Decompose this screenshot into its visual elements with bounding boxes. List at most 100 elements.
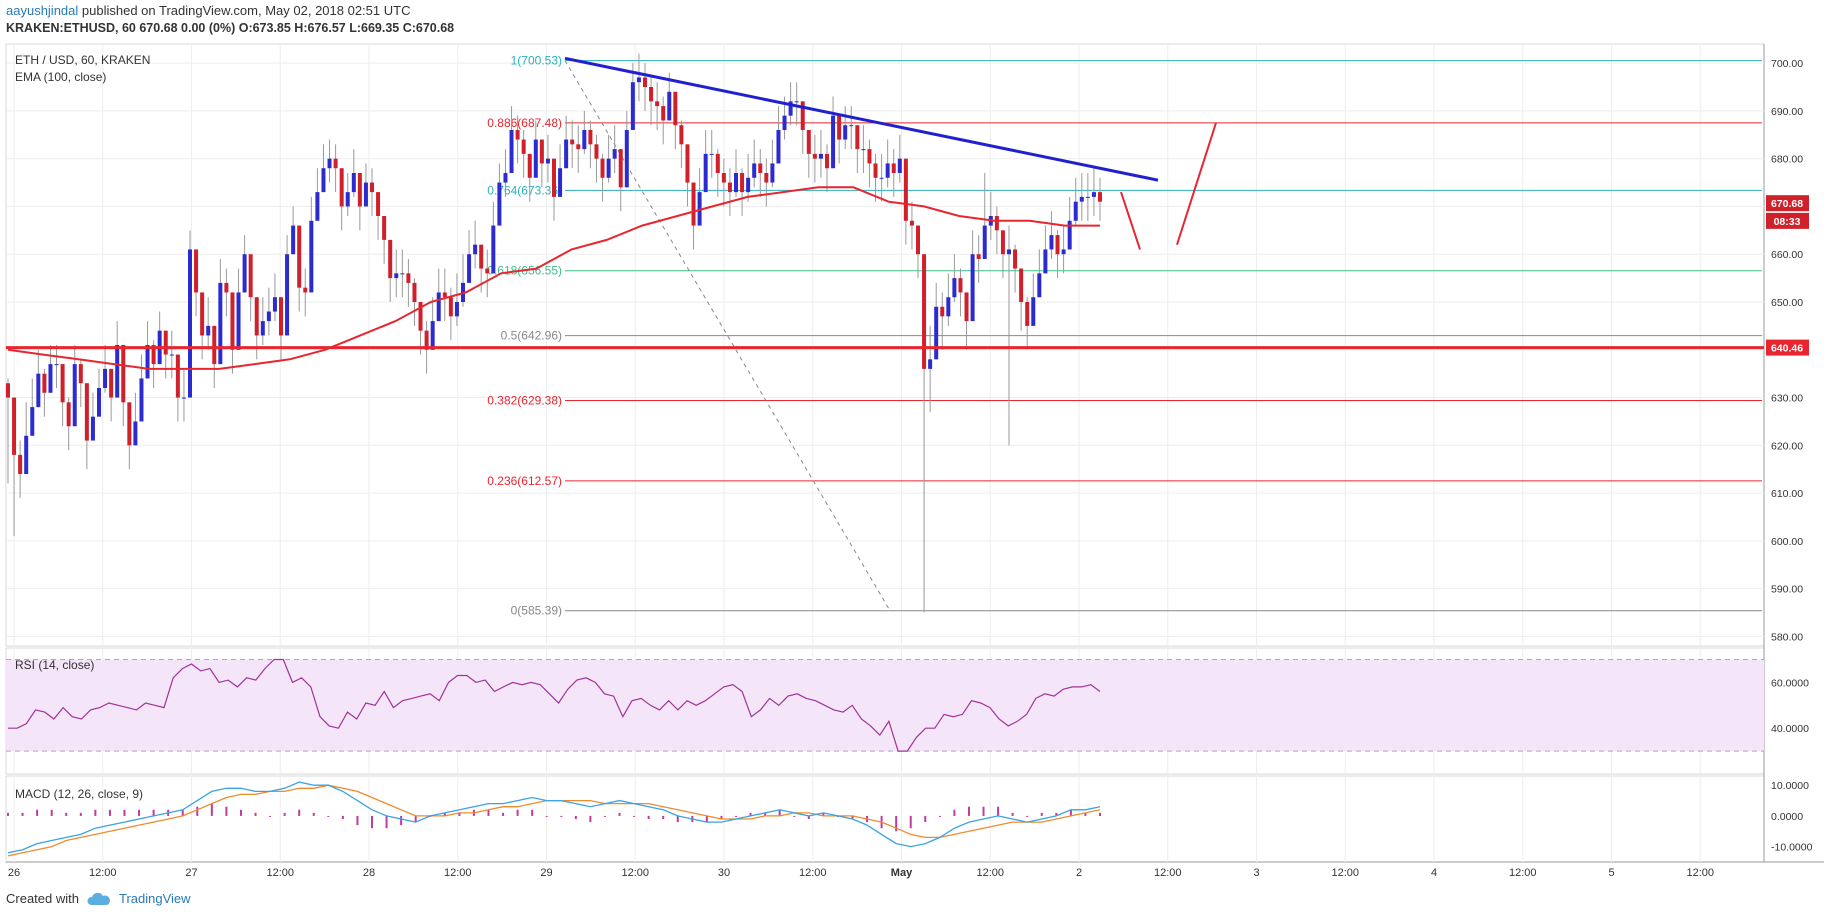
candle-body bbox=[272, 297, 277, 312]
macd-hist-bar bbox=[341, 815, 344, 819]
candle-body bbox=[903, 158, 908, 221]
support-price-tag: 640.46 bbox=[1771, 343, 1803, 355]
candle-body bbox=[388, 239, 393, 279]
macd-hist-bar bbox=[705, 815, 708, 823]
candle-body bbox=[667, 91, 672, 121]
candle-body bbox=[42, 373, 47, 393]
x-tick-label: 28 bbox=[363, 867, 375, 879]
candle-body bbox=[1055, 235, 1060, 255]
candle-body bbox=[175, 354, 180, 398]
tradingview-cloud-icon bbox=[87, 892, 110, 905]
candle-body bbox=[582, 130, 587, 150]
candle-body bbox=[351, 173, 356, 193]
symbol-label[interactable]: ETH / USD, 60, KRAKEN bbox=[15, 53, 151, 67]
x-tick-label: 12:00 bbox=[799, 867, 827, 879]
candle-body bbox=[430, 321, 435, 350]
macd-hist-bar bbox=[531, 809, 534, 816]
x-tick-label: 12:00 bbox=[266, 867, 294, 879]
candle-body bbox=[406, 273, 411, 283]
ema-indicator-label[interactable]: EMA (100, close) bbox=[15, 70, 107, 84]
macd-hist-bar bbox=[108, 809, 111, 816]
candle-body bbox=[109, 368, 114, 398]
candle-body bbox=[940, 306, 945, 317]
candle-body bbox=[734, 173, 738, 193]
candle-body bbox=[491, 225, 496, 274]
resistance-trendline bbox=[564, 56, 1159, 182]
candle-body bbox=[188, 249, 192, 398]
macd-hist-bar bbox=[356, 815, 359, 826]
tradingview-link[interactable]: TradingView bbox=[118, 891, 191, 906]
macd-hist-bar bbox=[312, 812, 315, 816]
x-tick-label: 12:00 bbox=[444, 867, 472, 879]
candle-body bbox=[279, 297, 283, 336]
candle-body bbox=[30, 407, 35, 436]
rsi-label[interactable]: RSI (14, close) bbox=[15, 658, 95, 672]
candle-body bbox=[1037, 273, 1042, 298]
rsi-y-tick: 60.0000 bbox=[1771, 677, 1809, 689]
fib-label-0: 1(700.53) bbox=[511, 54, 562, 68]
macd-hist-bar bbox=[1069, 809, 1072, 816]
candle-body bbox=[1019, 268, 1024, 302]
author-link[interactable]: aayushjindal bbox=[6, 3, 79, 18]
candle-body bbox=[600, 158, 605, 178]
fib-label-5: 0.382(629.38) bbox=[487, 394, 562, 408]
x-tick-label: 12:00 bbox=[1686, 867, 1714, 879]
rsi-y-tick: 40.0000 bbox=[1771, 723, 1809, 735]
candle-body bbox=[952, 278, 957, 298]
candlestick-series bbox=[6, 53, 1102, 613]
macd-hist-bar bbox=[749, 812, 752, 816]
grid-lines bbox=[6, 44, 1764, 862]
candle-body bbox=[794, 101, 799, 103]
candle-body bbox=[946, 297, 951, 317]
macd-series bbox=[7, 781, 1101, 857]
candle-body bbox=[709, 153, 714, 155]
candle-body bbox=[509, 130, 514, 173]
candle-body bbox=[1098, 192, 1102, 202]
publish-line: aayushjindal published on TradingView.co… bbox=[6, 3, 410, 18]
macd-hist-bar bbox=[1026, 815, 1029, 817]
macd-hist-bar bbox=[1099, 812, 1101, 816]
candle-body bbox=[121, 345, 126, 403]
x-tick-label: 5 bbox=[1608, 867, 1614, 879]
candle-body bbox=[867, 149, 872, 164]
candle-body bbox=[436, 292, 441, 322]
candle-body bbox=[412, 282, 417, 302]
macd-hist-bar bbox=[676, 815, 679, 823]
macd-hist-bar bbox=[502, 812, 505, 816]
candle-body bbox=[36, 373, 41, 408]
candle-body bbox=[843, 125, 848, 140]
y-tick-label: 660.00 bbox=[1771, 249, 1803, 261]
candle-body bbox=[800, 101, 805, 130]
candle-body bbox=[788, 101, 793, 116]
macd-hist-bar bbox=[938, 815, 941, 817]
candle-body bbox=[224, 282, 229, 293]
candle-body bbox=[758, 163, 763, 173]
macd-hist-bar bbox=[458, 812, 461, 816]
candle-body bbox=[1091, 192, 1096, 197]
candle-body bbox=[315, 192, 320, 221]
candle-body bbox=[812, 153, 817, 159]
candle-body bbox=[982, 225, 987, 259]
macd-hist-bar bbox=[1011, 812, 1014, 816]
candle-body bbox=[909, 220, 914, 226]
candle-body bbox=[218, 282, 223, 365]
candle-body bbox=[922, 254, 927, 369]
macd-hist-bar bbox=[735, 815, 737, 817]
candle-body bbox=[97, 388, 101, 417]
macd-y-tick: 10.0000 bbox=[1771, 780, 1809, 792]
y-tick-label: 600.00 bbox=[1771, 536, 1803, 548]
candle-body bbox=[879, 177, 884, 179]
candle-body bbox=[151, 345, 156, 365]
projection-down-stroke bbox=[1120, 191, 1141, 250]
candle-body bbox=[928, 359, 933, 369]
macd-hist-bar bbox=[516, 809, 519, 816]
y-tick-label: 650.00 bbox=[1771, 297, 1803, 309]
candle-body bbox=[357, 173, 362, 207]
fib-label-6: 0.236(612.57) bbox=[487, 474, 562, 488]
macd-hist-bar bbox=[603, 815, 606, 817]
y-tick-label: 610.00 bbox=[1771, 488, 1803, 500]
macd-hist-bar bbox=[1084, 812, 1087, 816]
chart-overlays bbox=[6, 56, 1764, 370]
macd-label[interactable]: MACD (12, 26, close, 9) bbox=[15, 787, 144, 801]
